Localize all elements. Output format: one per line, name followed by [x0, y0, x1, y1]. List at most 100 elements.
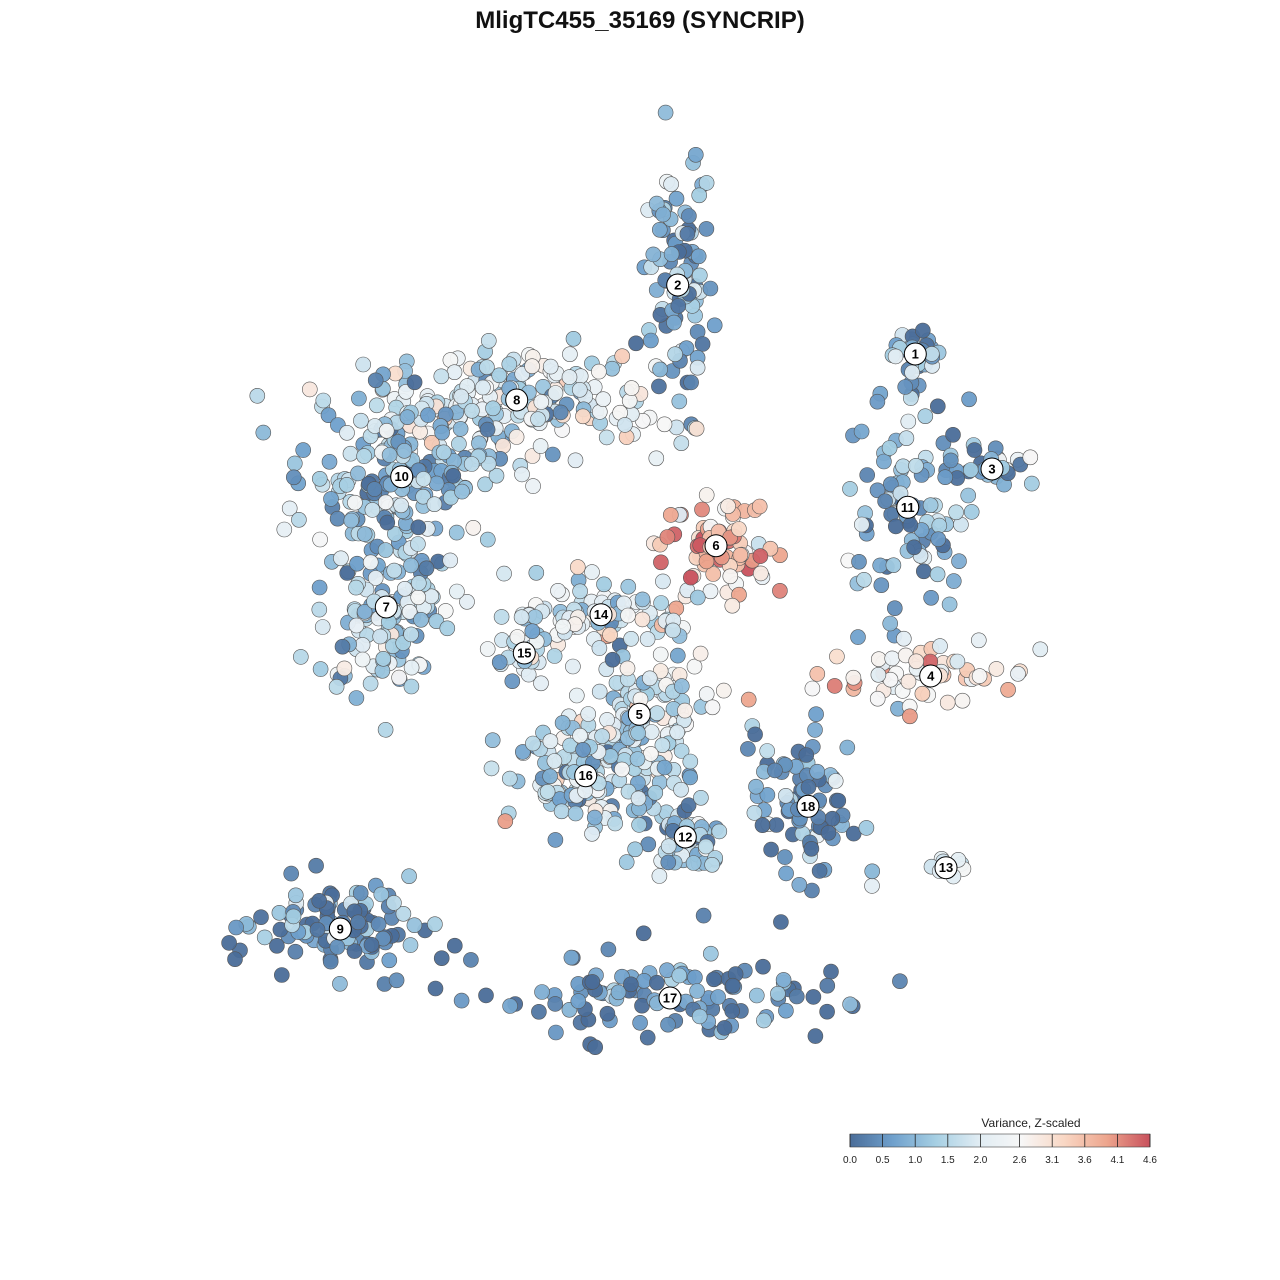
data-point — [694, 336, 711, 352]
data-point — [356, 526, 373, 542]
data-point — [773, 914, 789, 930]
legend-tick-label: 3.6 — [1078, 1155, 1092, 1166]
data-point — [377, 721, 394, 738]
data-point — [689, 983, 705, 999]
data-point — [897, 379, 914, 395]
data-point — [475, 379, 491, 396]
data-point — [406, 374, 423, 391]
data-point — [763, 841, 779, 858]
data-point — [902, 517, 919, 533]
data-point — [367, 570, 384, 586]
data-point — [689, 589, 706, 606]
data-point — [580, 706, 597, 722]
legend-tick-label: 2.6 — [1013, 1155, 1027, 1166]
data-point — [791, 876, 808, 893]
svg-text:1: 1 — [912, 347, 919, 362]
data-point — [961, 391, 977, 408]
svg-text:6: 6 — [712, 538, 719, 553]
data-point — [395, 905, 412, 922]
data-point — [660, 838, 677, 855]
data-point — [798, 747, 815, 763]
data-point — [655, 573, 671, 590]
data-point — [951, 553, 967, 570]
data-point — [807, 1028, 824, 1044]
data-point — [336, 660, 353, 677]
legend-tick-label: 1.0 — [908, 1155, 922, 1166]
data-point — [283, 865, 300, 882]
data-point — [614, 761, 630, 778]
data-point — [937, 469, 954, 486]
data-point — [1022, 449, 1039, 466]
data-point — [377, 542, 394, 558]
data-point — [399, 409, 416, 426]
data-point — [362, 675, 379, 692]
data-point — [659, 529, 676, 545]
data-point — [446, 937, 463, 954]
data-point — [653, 554, 669, 571]
data-point — [449, 583, 465, 600]
data-point — [591, 640, 608, 656]
data-point — [401, 868, 417, 885]
data-point — [542, 358, 559, 375]
data-point — [677, 702, 693, 719]
data-point — [698, 487, 715, 503]
data-point — [887, 518, 904, 535]
svg-text:8: 8 — [513, 393, 520, 408]
data-point — [595, 391, 612, 408]
data-point — [682, 769, 699, 786]
data-point — [652, 663, 669, 679]
data-point — [312, 531, 328, 548]
data-point — [656, 416, 673, 433]
data-point — [941, 596, 958, 613]
data-point — [859, 467, 876, 483]
svg-text:11: 11 — [901, 500, 915, 515]
cluster-label-1: 1 — [903, 342, 927, 366]
data-point — [480, 332, 497, 349]
data-point — [724, 1003, 741, 1019]
cluster-label-17: 17 — [658, 986, 682, 1010]
data-point — [617, 417, 633, 433]
data-point — [342, 445, 359, 462]
data-point — [387, 526, 403, 542]
data-point — [808, 706, 824, 723]
data-point — [525, 478, 541, 494]
data-point — [892, 973, 908, 990]
data-point — [823, 963, 839, 980]
data-point — [351, 390, 367, 407]
data-point — [747, 726, 763, 743]
data-point — [631, 817, 647, 833]
data-point — [930, 531, 947, 548]
data-point — [356, 448, 372, 464]
data-point — [228, 919, 244, 936]
svg-text:7: 7 — [383, 600, 390, 615]
data-point — [869, 690, 886, 707]
data-point — [477, 476, 493, 493]
data-point — [563, 949, 580, 966]
data-point — [320, 407, 337, 424]
data-point — [829, 648, 845, 665]
data-point — [571, 381, 588, 398]
data-point — [479, 421, 496, 438]
data-point — [396, 580, 413, 597]
data-point — [939, 694, 956, 711]
data-point — [321, 453, 338, 470]
data-point — [819, 977, 836, 994]
data-point — [914, 322, 931, 339]
data-point — [339, 424, 355, 441]
data-point — [565, 658, 581, 675]
data-point — [882, 615, 899, 632]
data-point — [271, 904, 288, 921]
data-point — [618, 854, 635, 870]
data-point — [778, 1002, 794, 1019]
data-point — [908, 457, 924, 474]
data-point — [386, 895, 402, 911]
data-point — [988, 661, 1005, 677]
data-point — [881, 440, 898, 456]
data-point — [403, 557, 419, 574]
data-point — [716, 1020, 733, 1036]
data-point — [442, 552, 459, 569]
svg-text:18: 18 — [801, 799, 815, 814]
data-point — [872, 557, 889, 574]
data-point — [285, 908, 302, 925]
data-point — [877, 493, 893, 510]
